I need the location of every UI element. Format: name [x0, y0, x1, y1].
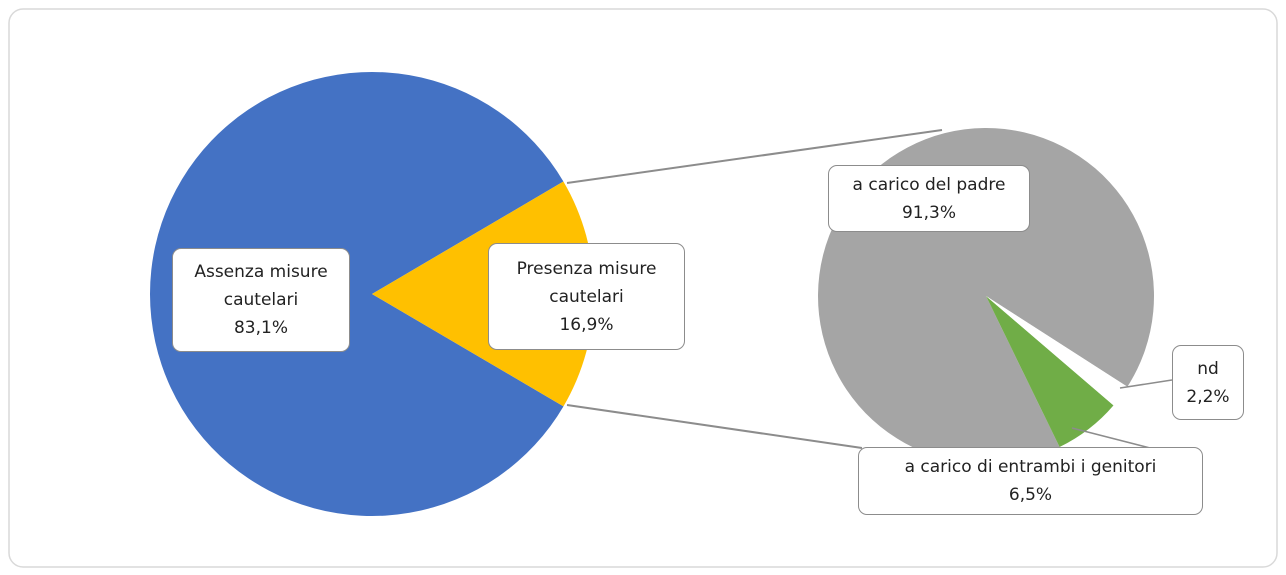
pie-slice — [986, 296, 1114, 448]
label-category: nd — [1197, 358, 1219, 379]
data-label: a carico del padre 91,3% — [828, 165, 1030, 232]
label-value: 16,9% — [559, 314, 614, 335]
label-value: 91,3% — [901, 202, 956, 223]
data-label: Presenza misure cautelari 16,9% — [488, 243, 685, 350]
data-label: nd 2,2% — [1172, 345, 1244, 420]
label-category: a carico del padre — [852, 174, 1006, 195]
connector-line — [566, 129, 943, 184]
label-value: 2,2% — [1186, 386, 1230, 407]
leader-line — [1119, 379, 1173, 389]
pie-slice — [372, 181, 594, 407]
label-category: a carico di entrambi i genitori — [904, 457, 1157, 477]
pie-slice — [149, 72, 564, 517]
data-label: a carico di entrambi i genitori 6,5% — [858, 447, 1203, 515]
label-category: Assenza misure cautelari — [194, 262, 328, 310]
connector-line — [566, 404, 863, 449]
data-label: Assenza misure cautelari 83,1% — [172, 248, 350, 352]
pie-slice — [986, 296, 1128, 406]
leader-line — [1071, 427, 1151, 449]
label-category: Presenza misure cautelari — [516, 258, 657, 307]
label-value: 6,5% — [1008, 485, 1053, 505]
label-value: 83,1% — [233, 318, 288, 338]
slices — [149, 72, 1154, 517]
